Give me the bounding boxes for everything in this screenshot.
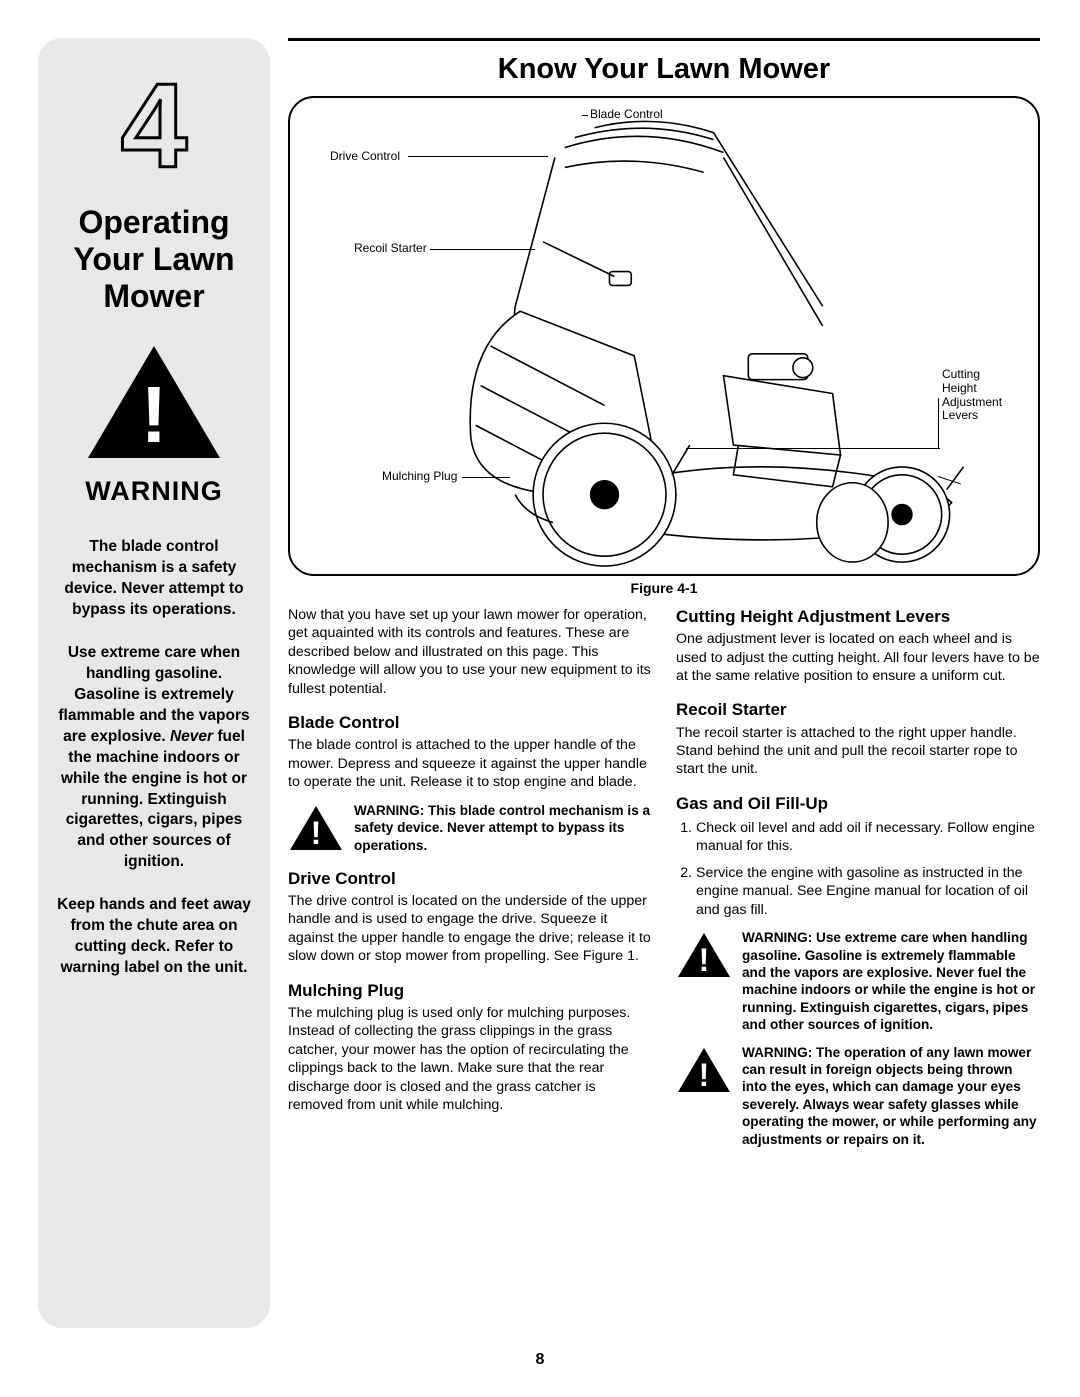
list-item: Service the engine with gasoline as inst… [696,864,1040,919]
chapter-number: 4 [121,66,188,186]
warning-gasoline: ! WARNING: Use extreme care when handlin… [676,929,1040,1033]
sidebar-para-3: Keep hands and feet away from the chute … [52,895,256,979]
sidebar-warning-text: The blade control mechanism is a safety … [52,537,256,1001]
warning-text: WARNING: The operation of any lawn mower… [742,1044,1040,1148]
figure-box: Blade Control Drive Control Recoil Start… [288,96,1040,576]
warning-icon: ! [288,804,344,852]
label-cutting-levers: Cutting Height Adjustment Levers [942,368,1002,423]
warning-icon: ! [84,342,224,462]
body-cutting-levers: One adjustment lever is located on each … [676,630,1040,685]
body-columns: Now that you have set up your lawn mower… [288,606,1040,1328]
body-recoil-starter: The recoil starter is attached to the ri… [676,724,1040,779]
heading-recoil-starter: Recoil Starter [676,699,1040,721]
heading-blade-control: Blade Control [288,712,652,734]
warning-eyes: ! WARNING: The operation of any lawn mow… [676,1044,1040,1148]
sidebar-para-1: The blade control mechanism is a safety … [52,537,256,621]
label-mulching-plug: Mulching Plug [382,470,457,484]
heading-gas-oil: Gas and Oil Fill-Up [676,793,1040,815]
figure-caption: Figure 4-1 [288,580,1040,596]
warning-text: WARNING: This blade control mechanism is… [354,802,652,854]
page-title: Know Your Lawn Mower [288,53,1040,86]
main-content: Know Your Lawn Mower [288,38,1040,1328]
svg-text:!: ! [311,815,322,851]
sidebar-title: Operating Your Lawn Mower [52,204,256,314]
svg-text:!: ! [699,942,710,978]
heading-drive-control: Drive Control [288,868,652,890]
sidebar-para-2: Use extreme care when handling gasoline.… [52,643,256,873]
page-number: 8 [0,1351,1080,1369]
sidebar: 4 Operating Your Lawn Mower ! WARNING Th… [38,38,270,1328]
label-drive-control: Drive Control [330,150,400,164]
warning-icon: ! [676,1046,732,1094]
warning-blade-control: ! WARNING: This blade control mechanism … [288,802,652,854]
list-item: Check oil level and add oil if necessary… [696,819,1040,856]
intro-paragraph: Now that you have set up your lawn mower… [288,606,652,698]
warning-text: WARNING: Use extreme care when handling … [742,929,1040,1033]
label-recoil-starter: Recoil Starter [354,242,427,256]
warning-heading: WARNING [85,476,223,507]
heading-cutting-levers: Cutting Height Adjustment Levers [676,606,1040,628]
body-mulching-plug: The mulching plug is used only for mulch… [288,1004,652,1115]
svg-text:!: ! [141,370,168,459]
heading-mulching-plug: Mulching Plug [288,980,652,1002]
column-right: Cutting Height Adjustment Levers One adj… [676,606,1040,1328]
column-left: Now that you have set up your lawn mower… [288,606,652,1328]
label-blade-control: Blade Control [590,108,663,122]
body-drive-control: The drive control is located on the unde… [288,892,652,966]
gas-oil-list: Check oil level and add oil if necessary… [676,819,1040,919]
warning-icon: ! [676,931,732,979]
body-blade-control: The blade control is attached to the upp… [288,736,652,791]
svg-text:!: ! [699,1057,710,1093]
mower-diagram [290,98,1038,574]
